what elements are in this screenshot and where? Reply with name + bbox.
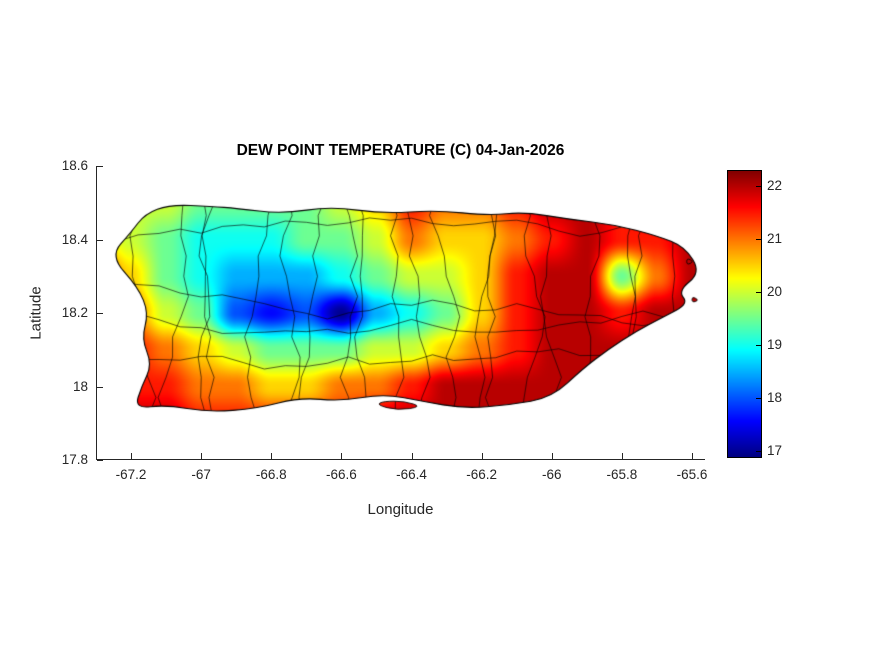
- y-tick-label: 18: [72, 378, 88, 394]
- y-tick-mark: [97, 240, 103, 241]
- x-tick-label: -66.2: [466, 467, 498, 482]
- colorbar-tick-label: 21: [767, 230, 783, 246]
- colorbar-tick-mark: [756, 186, 761, 187]
- colorbar-tick-label: 17: [767, 442, 783, 458]
- x-tick-label: -65.8: [606, 467, 638, 482]
- x-tick-label: -67.2: [115, 467, 147, 482]
- x-axis-label: Longitude: [367, 501, 434, 518]
- x-tick-label: -67: [191, 467, 211, 482]
- x-tick-mark: [552, 453, 553, 459]
- colorbar-gradient: [727, 170, 762, 458]
- x-tick-mark: [622, 453, 623, 459]
- colorbar-tick-mark: [756, 239, 761, 240]
- x-tick-label: -66: [542, 467, 562, 482]
- x-tick-label: -66.8: [255, 467, 287, 482]
- x-tick-label: -66.6: [326, 467, 357, 482]
- colorbar-tick-mark: [756, 398, 761, 399]
- heatmap-canvas: [96, 166, 705, 460]
- y-tick-label: 18.2: [61, 305, 88, 320]
- y-tick-label: 18.6: [61, 158, 88, 173]
- x-tick-mark: [201, 453, 202, 459]
- y-tick-label: 18.4: [61, 231, 88, 247]
- x-tick-mark: [482, 453, 483, 459]
- y-tick-mark: [97, 313, 103, 314]
- x-tick-mark: [412, 453, 413, 459]
- y-tick-label: 17.8: [61, 452, 88, 467]
- chart-title: DEW POINT TEMPERATURE (C) 04-Jan-2026: [236, 142, 565, 159]
- x-tick-mark: [131, 453, 132, 459]
- colorbar-tick-mark: [756, 451, 761, 452]
- x-tick-label: -65.6: [676, 467, 708, 482]
- colorbar-tick-label: 19: [767, 336, 783, 352]
- colorbar-tick-mark: [756, 345, 761, 346]
- y-tick-mark: [97, 166, 103, 167]
- colorbar-tick-mark: [756, 292, 761, 293]
- x-tick-mark: [271, 453, 272, 459]
- x-tick-label: -66.4: [396, 467, 427, 482]
- colorbar-tick-label: 18: [767, 389, 783, 405]
- x-tick-mark: [341, 453, 342, 459]
- colorbar-tick-label: 22: [767, 177, 783, 193]
- x-tick-mark: [692, 453, 693, 459]
- y-tick-mark: [97, 460, 103, 461]
- colorbar-tick-label: 20: [767, 283, 783, 299]
- y-tick-mark: [97, 387, 103, 388]
